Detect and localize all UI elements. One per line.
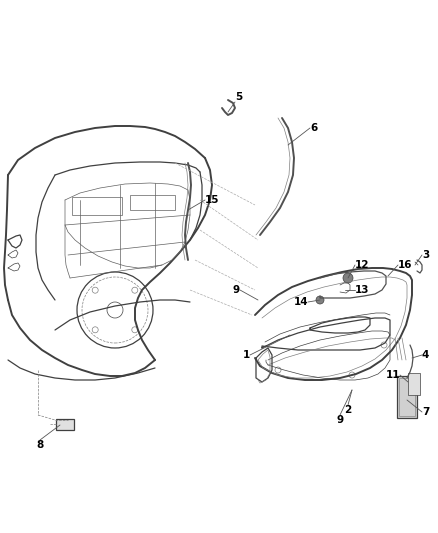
Text: 14: 14 [293,297,308,307]
Text: 13: 13 [355,285,370,295]
Text: 7: 7 [422,407,429,417]
Circle shape [316,296,324,304]
Text: 5: 5 [235,92,242,102]
Text: 9: 9 [336,415,343,425]
Bar [130,195,175,210]
Text: 3: 3 [422,250,429,260]
Text: 12: 12 [355,260,370,270]
Text: 15: 15 [205,195,219,205]
Text: 8: 8 [36,440,44,450]
Circle shape [343,273,353,283]
Text: 4: 4 [422,350,429,360]
Text: 6: 6 [310,123,317,133]
Bar [408,373,420,395]
Text: 11: 11 [385,370,400,380]
Text: 2: 2 [344,405,352,415]
Bar [397,376,417,418]
Bar [399,378,415,416]
Bar [72,197,122,215]
Bar [56,419,74,430]
Text: 9: 9 [233,285,240,295]
Text: 1: 1 [243,350,250,360]
Text: 16: 16 [398,260,413,270]
